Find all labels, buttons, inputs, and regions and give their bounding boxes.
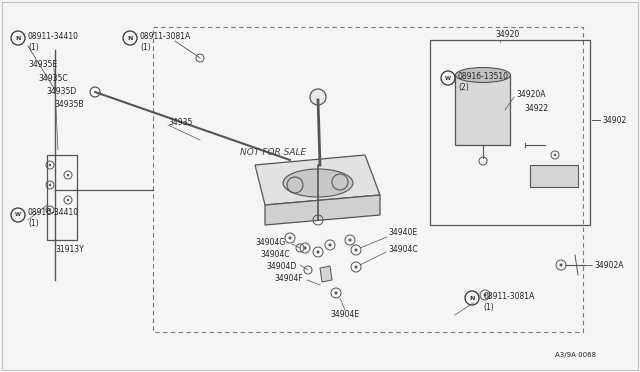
Bar — [430, 40, 590, 225]
Text: (2): (2) — [458, 83, 468, 92]
Circle shape — [310, 89, 326, 105]
Text: NOT FOR SALE: NOT FOR SALE — [240, 148, 307, 157]
Text: 34935B: 34935B — [54, 100, 83, 109]
Text: (1): (1) — [28, 219, 39, 228]
Polygon shape — [255, 155, 380, 205]
Circle shape — [483, 294, 486, 296]
Text: 08911-34410: 08911-34410 — [28, 32, 79, 41]
Text: 34935: 34935 — [168, 118, 193, 127]
Polygon shape — [455, 75, 510, 145]
Bar — [153, 27, 583, 332]
Ellipse shape — [456, 67, 511, 83]
Text: 08911-3081A: 08911-3081A — [140, 32, 191, 41]
Text: 34904F: 34904F — [274, 274, 303, 283]
Circle shape — [49, 164, 51, 166]
Text: 34920: 34920 — [495, 30, 519, 39]
Circle shape — [289, 237, 291, 240]
Text: 34904G: 34904G — [255, 238, 285, 247]
Text: 34935D: 34935D — [46, 87, 76, 96]
Text: 31913Y: 31913Y — [55, 245, 84, 254]
Text: 08916-34410: 08916-34410 — [28, 208, 79, 217]
Bar — [530, 165, 578, 187]
Text: 34904C: 34904C — [260, 250, 290, 259]
Text: 34935E: 34935E — [28, 60, 57, 69]
Text: 34904D: 34904D — [266, 262, 296, 271]
Text: 34904E: 34904E — [330, 310, 359, 319]
Text: N: N — [127, 35, 132, 41]
Bar — [47, 155, 77, 240]
Circle shape — [355, 248, 358, 251]
Text: 08911-3081A: 08911-3081A — [483, 292, 534, 301]
Circle shape — [317, 250, 319, 253]
Text: 34935C: 34935C — [38, 74, 68, 83]
Ellipse shape — [283, 169, 353, 197]
Text: W: W — [445, 76, 451, 80]
Circle shape — [559, 263, 563, 266]
Text: A3/9A 0068: A3/9A 0068 — [555, 352, 596, 358]
Circle shape — [90, 87, 100, 97]
Circle shape — [328, 244, 332, 247]
Circle shape — [303, 247, 307, 250]
Text: 34940E: 34940E — [388, 228, 417, 237]
Text: N: N — [15, 35, 20, 41]
Text: 34902A: 34902A — [594, 261, 623, 270]
Circle shape — [67, 174, 69, 176]
Circle shape — [335, 292, 337, 295]
Text: 08916-13510: 08916-13510 — [458, 72, 509, 81]
Circle shape — [67, 199, 69, 201]
Text: N: N — [469, 295, 475, 301]
Circle shape — [49, 184, 51, 186]
Text: 34920A: 34920A — [516, 90, 545, 99]
Text: (1): (1) — [140, 43, 151, 52]
Text: (1): (1) — [483, 303, 493, 312]
Text: 34922: 34922 — [524, 104, 548, 113]
Circle shape — [349, 238, 351, 241]
Text: (1): (1) — [28, 43, 39, 52]
Text: W: W — [15, 212, 21, 218]
Text: 34902: 34902 — [602, 116, 627, 125]
Text: 34904C: 34904C — [388, 245, 418, 254]
Polygon shape — [265, 195, 380, 225]
Circle shape — [554, 154, 556, 156]
Circle shape — [49, 209, 51, 211]
Circle shape — [355, 266, 358, 269]
Polygon shape — [320, 266, 332, 282]
